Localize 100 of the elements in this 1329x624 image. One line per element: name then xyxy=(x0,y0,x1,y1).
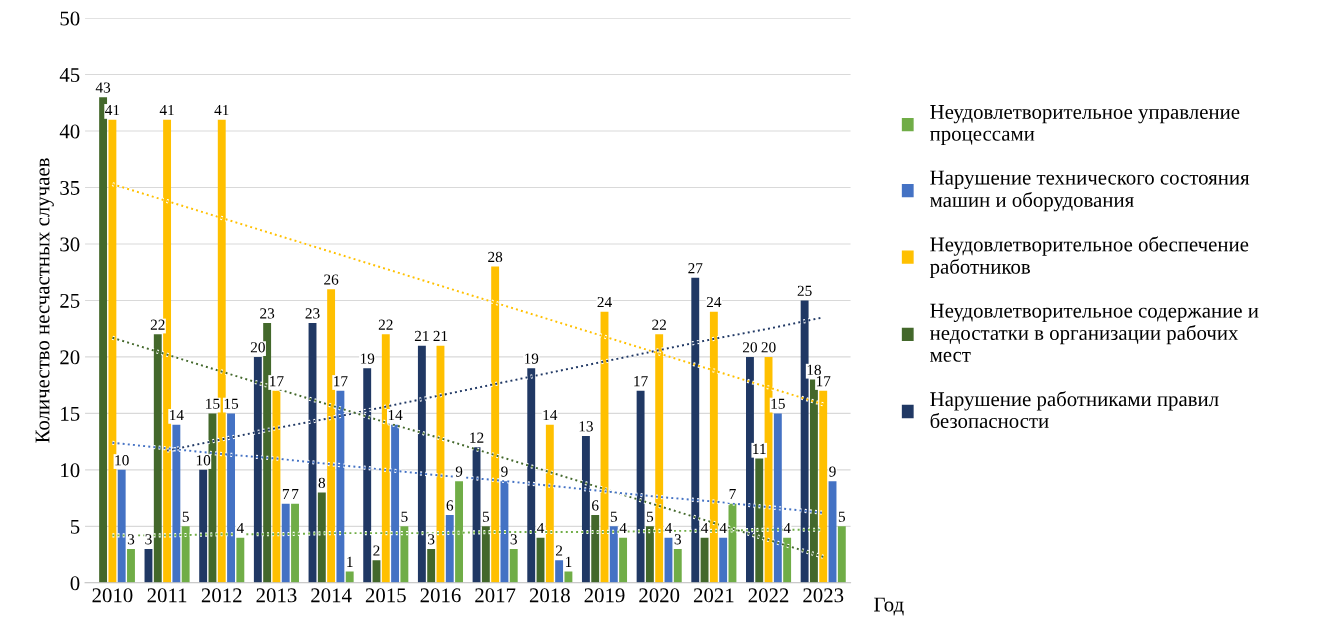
data-label: 3 xyxy=(145,534,152,545)
y-tick-label: 25 xyxy=(60,293,80,308)
data-label: 22 xyxy=(652,319,666,330)
bar xyxy=(746,356,754,583)
data-label: 26 xyxy=(324,274,339,285)
data-label: 17 xyxy=(816,376,831,387)
data-label: 17 xyxy=(334,376,348,387)
data-label: 17 xyxy=(270,376,284,387)
data-label: 1 xyxy=(565,556,572,567)
data-label: 15 xyxy=(771,398,785,409)
data-label: 15 xyxy=(206,398,220,409)
data-label: 27 xyxy=(688,263,703,274)
data-label: 6 xyxy=(592,500,599,511)
y-tick-label: 40 xyxy=(59,124,80,139)
data-label: 3 xyxy=(127,534,135,545)
data-label: 5 xyxy=(838,511,846,522)
x-axis-title: Год xyxy=(874,597,904,616)
y-tick-label: 15 xyxy=(61,406,80,421)
data-label: 23 xyxy=(305,308,320,319)
data-label: 8 xyxy=(318,477,326,488)
data-label: 22 xyxy=(378,319,393,330)
data-label: 41 xyxy=(214,105,229,116)
data-label: 15 xyxy=(224,398,239,409)
x-tick-label: 2012 xyxy=(201,588,242,603)
bar xyxy=(673,548,682,583)
x-tick-label: 2022 xyxy=(748,588,789,603)
x-tick-label: 2019 xyxy=(584,588,625,603)
bar xyxy=(199,469,208,583)
data-label: 20 xyxy=(250,342,265,353)
data-label: 4 xyxy=(619,522,627,533)
x-tick-label: 2011 xyxy=(147,588,187,603)
x-tick-label: 2018 xyxy=(529,588,570,603)
bar xyxy=(281,503,290,583)
legend-label: Нарушение работниками правил безопасности xyxy=(930,391,1219,429)
y-tick-label: 45 xyxy=(59,68,80,82)
x-tick-label: 2020 xyxy=(639,588,680,603)
x-tick-label: 2015 xyxy=(365,588,406,603)
data-label: 43 xyxy=(95,82,111,93)
x-tick-label: 2023 xyxy=(803,588,844,603)
data-label: 5 xyxy=(646,511,654,522)
bar xyxy=(636,390,645,583)
y-tick-label: 35 xyxy=(60,180,80,195)
bar xyxy=(700,537,709,583)
data-label: 24 xyxy=(597,296,612,308)
data-label: 24 xyxy=(706,296,722,308)
data-label: 22 xyxy=(150,319,165,330)
bar xyxy=(127,548,135,583)
bar xyxy=(236,537,245,583)
legend-label: Неудовлетворительное обеспечение работников xyxy=(929,236,1249,279)
data-label: 21 xyxy=(433,330,448,341)
data-label: 5 xyxy=(182,511,189,522)
legend-label: Неудовлетворительное управление процессами xyxy=(930,105,1240,146)
data-label: 9 xyxy=(501,466,508,477)
bar xyxy=(783,537,792,583)
data-label: 18 xyxy=(807,364,821,376)
data-label: 13 xyxy=(579,421,593,432)
x-tick-label: 2021 xyxy=(693,588,734,603)
legend-label: Нарушение технического состояния машин и оборудования xyxy=(930,170,1250,212)
legend-label: Неудовлетворительное содержание и недостатки в организации рабочих мест xyxy=(930,303,1259,362)
y-tick-label: 0 xyxy=(70,576,80,591)
y-tick-label: 10 xyxy=(61,463,80,478)
data-label: 14 xyxy=(543,409,558,421)
data-label: 2 xyxy=(373,545,380,556)
data-label: 10 xyxy=(115,455,129,466)
data-label: 7 xyxy=(282,489,290,500)
x-tick-label: 2017 xyxy=(475,588,516,603)
data-label: 4 xyxy=(236,522,244,533)
bar xyxy=(472,447,481,583)
bar xyxy=(545,424,554,583)
y-tick-label: 30 xyxy=(60,237,80,252)
data-label: 28 xyxy=(488,251,503,263)
x-tick-label: 2016 xyxy=(420,588,461,603)
data-label: 6 xyxy=(446,500,454,511)
data-label: 5 xyxy=(401,511,408,522)
data-label: 14 xyxy=(388,409,403,421)
y-axis-title: Количество несчастных случаев xyxy=(35,158,54,443)
data-label: 25 xyxy=(797,285,812,296)
data-label: 20 xyxy=(761,342,776,353)
data-label: 9 xyxy=(829,466,836,477)
data-label: 19 xyxy=(360,353,375,364)
data-label: 3 xyxy=(510,534,517,545)
bar xyxy=(427,548,436,583)
bar xyxy=(272,390,281,583)
data-label: 2 xyxy=(555,545,563,556)
data-label: 9 xyxy=(455,466,463,477)
data-label: 12 xyxy=(470,432,484,443)
bar xyxy=(719,537,728,583)
x-tick-label: 2014 xyxy=(311,588,352,603)
data-label: 4 xyxy=(783,522,791,533)
data-label: 4 xyxy=(537,522,545,533)
data-label: 10 xyxy=(196,455,211,466)
data-label: 23 xyxy=(260,308,275,319)
data-label: 4 xyxy=(664,522,673,533)
x-tick-label: 2013 xyxy=(256,588,297,603)
bar xyxy=(117,469,126,583)
data-label: 41 xyxy=(105,105,120,116)
x-tick-label: 2010 xyxy=(92,588,133,603)
bar xyxy=(619,537,628,583)
data-label: 7 xyxy=(729,489,736,500)
data-label: 5 xyxy=(610,511,618,522)
